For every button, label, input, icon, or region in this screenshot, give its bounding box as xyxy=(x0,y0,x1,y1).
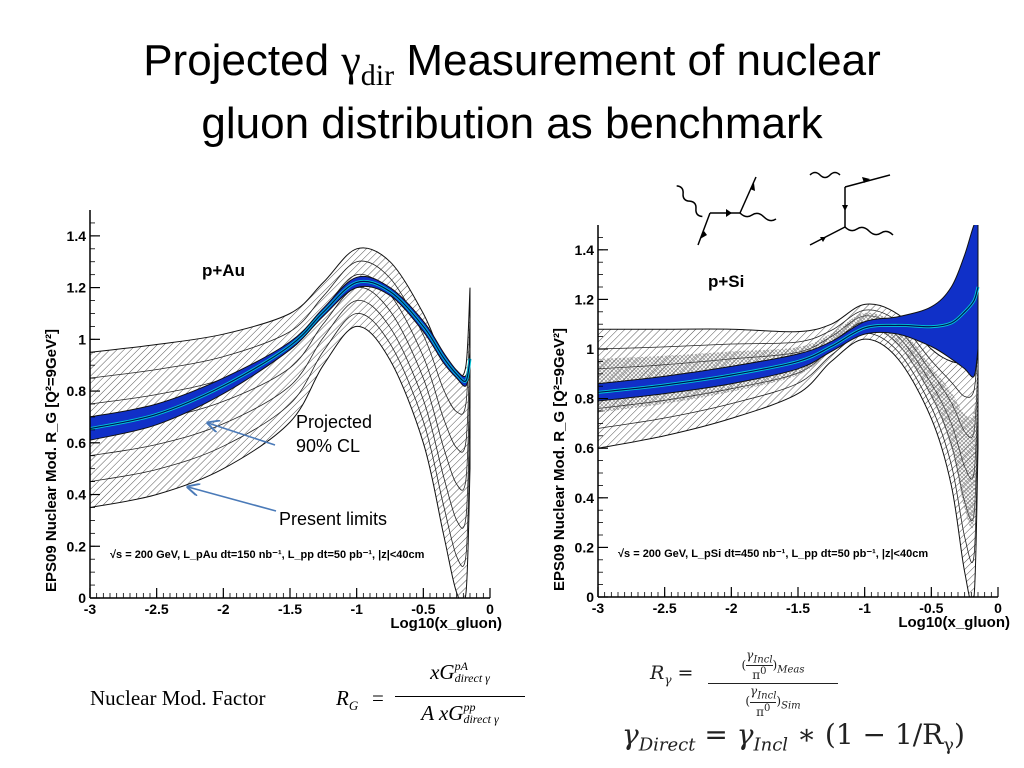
y-tick-label: 1.2 xyxy=(67,280,87,296)
rgamma-formula: Rγ = (γIncl π0)Meas (γIncl π0)Sim xyxy=(650,649,850,718)
y-tick-label: 0.4 xyxy=(67,487,87,503)
y-tick-label: 0 xyxy=(78,590,86,606)
x-tick-label: -1 xyxy=(858,600,871,616)
annotation-present-limits: Present limits xyxy=(279,509,388,529)
title-line-1: Projected γdir Measurement of nuclear xyxy=(143,36,881,92)
x-tick-label: -3 xyxy=(592,600,605,616)
x-tick-label: -3 xyxy=(84,601,97,617)
chart-pAu: 0 0.2 0.4 0.6 0.8 1 1.2 1.4 -3 -2.5 -2 -1.5 -1 -0.5 0 E… xyxy=(43,210,502,632)
x-tick-label: -0.5 xyxy=(411,601,435,617)
x-tick-label: -1 xyxy=(350,601,363,617)
y-tick-label: 1.2 xyxy=(575,291,595,307)
annotation-projected: Projected 90% CL xyxy=(296,412,373,456)
x-tick-label: -2.5 xyxy=(145,601,169,617)
eigenset-curve xyxy=(598,309,979,398)
gamma-direct-formula: γDirect = γIncl ∗ (1 − 1/Rγ) xyxy=(622,718,965,756)
y-axis-label: EPS09 Nuclear Mod. R_G [Q²=9GeV²] xyxy=(551,328,568,591)
x-tick-label: -0.5 xyxy=(919,600,943,616)
projected-central-line xyxy=(90,280,471,430)
eigenset-curve xyxy=(90,260,471,415)
y-tick-label: 0.6 xyxy=(575,440,595,456)
y-tick-label: 0.8 xyxy=(67,383,87,399)
formula-label: Nuclear Mod. Factor xyxy=(90,686,266,710)
x-tick-label: -2 xyxy=(725,600,738,616)
luminosity-info: √s = 200 GeV, L_pAu dt=150 nb⁻¹, L_pp dt… xyxy=(110,549,425,561)
formula-fraction: xGpA direct γ A xGpp direct γ xyxy=(395,660,525,726)
eigenset-curve xyxy=(90,313,471,567)
y-tick-label: 1.4 xyxy=(575,242,595,258)
feynman-diagrams xyxy=(676,171,894,246)
y-tick-label: 0.2 xyxy=(575,539,595,555)
slide-title: Projected γdir Measurement of nuclear gl… xyxy=(0,32,1024,153)
y-tick-label: 1.4 xyxy=(67,228,87,244)
x-tick-label: 0 xyxy=(486,601,494,617)
panel-label: p+Si xyxy=(708,272,744,291)
projected-central-line xyxy=(598,286,979,393)
y-axis-label: EPS09 Nuclear Mod. R_G [Q²=9GeV²] xyxy=(43,329,60,592)
y-tick-label: 1 xyxy=(586,341,594,357)
x-axis-label: Log10(x_gluon) xyxy=(390,615,502,632)
y-tick-label: 0.4 xyxy=(575,490,595,506)
y-tick-label: 0 xyxy=(586,589,594,605)
eigenset-curve xyxy=(598,332,979,563)
eigenset-curve xyxy=(90,286,471,491)
x-axis-label: Log10(x_gluon) xyxy=(898,614,1010,631)
projected-band xyxy=(598,225,979,402)
title-line-2: gluon distribution as benchmark xyxy=(201,99,823,148)
y-tick-label: 0.2 xyxy=(67,538,87,554)
x-tick-label: -1.5 xyxy=(786,600,810,616)
present-limits-band xyxy=(90,247,471,598)
plot-area xyxy=(90,247,472,598)
panel-label: p+Au xyxy=(202,261,245,280)
luminosity-info: √s = 200 GeV, L_pSi dt=450 nb⁻¹, L_pp dt… xyxy=(618,548,928,560)
y-tick-label: 0.6 xyxy=(67,435,87,451)
chart-pSi: 0 0.2 0.4 0.6 0.8 1 1.2 1.4 -3 -2.5 -2 -1.5 -1 -0.5 0 E… xyxy=(551,225,1010,631)
x-tick-label: 0 xyxy=(994,600,1002,616)
formula-RG: RG xyxy=(336,686,359,714)
x-tick-label: -2.5 xyxy=(653,600,677,616)
y-tick-label: 1 xyxy=(78,331,86,347)
plot-area xyxy=(598,225,980,597)
nuclear-mod-formula: Nuclear Mod. Factor RG = xGpA direct γ A … xyxy=(90,660,530,750)
gamma-symbol: γ xyxy=(341,36,361,85)
x-tick-label: -1.5 xyxy=(278,601,302,617)
crosshatch-band xyxy=(598,312,978,530)
x-tick-label: -2 xyxy=(217,601,230,617)
y-tick-label: 0.8 xyxy=(575,391,595,407)
arrow-projected xyxy=(208,423,276,446)
annotation-arrows xyxy=(180,415,277,512)
arrow-present xyxy=(188,487,277,512)
